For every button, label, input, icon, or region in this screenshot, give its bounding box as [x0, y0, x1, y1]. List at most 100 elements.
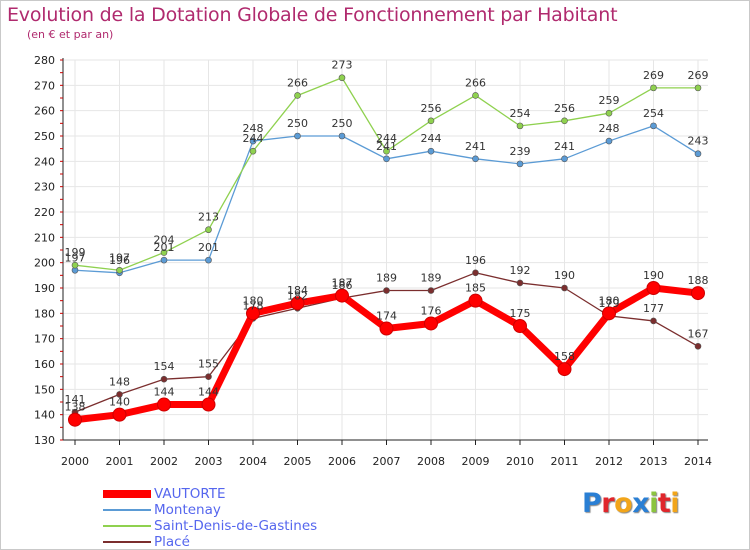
data-label-Saint-Denis-de-Gastines-2006: 273	[332, 59, 353, 72]
series-Placé	[71, 269, 702, 416]
point-Saint-Denis-de-Gastines-2011	[561, 117, 568, 125]
point-Placé-2003	[205, 373, 212, 380]
point-Montenay-2009	[472, 155, 479, 163]
y-tick-label-220: 220	[34, 206, 55, 219]
point-Saint-Denis-de-Gastines-2007	[383, 147, 390, 155]
point-VAUTORTE-2002	[157, 397, 171, 412]
data-label-Montenay-2005: 250	[287, 117, 308, 130]
point-VAUTORTE-2008	[424, 316, 438, 331]
data-label-Placé-2008: 189	[421, 272, 442, 285]
point-Montenay-2003	[205, 256, 212, 264]
data-label-Montenay-2007: 241	[376, 140, 397, 153]
data-label-VAUTORTE-2009: 185	[465, 282, 486, 295]
data-label-VAUTORTE-2012: 180	[599, 294, 620, 307]
y-tick-label-130: 130	[34, 434, 55, 447]
y-tick-label-230: 230	[34, 181, 55, 194]
y-tick-label-160: 160	[34, 358, 55, 371]
data-label-Saint-Denis-de-Gastines-2004: 244	[243, 132, 264, 145]
point-Saint-Denis-de-Gastines-2006	[338, 74, 346, 82]
data-label-Saint-Denis-de-Gastines-2002: 204	[154, 234, 175, 247]
data-label-VAUTORTE-2000: 138	[65, 401, 86, 414]
point-Montenay-2014	[694, 150, 702, 158]
data-label-Saint-Denis-de-Gastines-2010: 254	[510, 107, 531, 120]
data-label-Saint-Denis-de-Gastines-2005: 266	[287, 76, 308, 89]
y-tick-label-200: 200	[34, 257, 55, 270]
legend-swatch	[103, 490, 151, 498]
data-label-Montenay-2014: 243	[688, 135, 709, 148]
data-label-Placé-2010: 192	[510, 264, 531, 277]
point-Montenay-2008	[427, 147, 435, 155]
data-label-Montenay-2008: 244	[421, 132, 442, 145]
point-VAUTORTE-2000	[68, 412, 82, 427]
point-Saint-Denis-de-Gastines-2002	[160, 249, 168, 256]
data-label-Saint-Denis-de-Gastines-2012: 259	[599, 94, 620, 107]
logo-letter-i: i	[649, 488, 658, 519]
data-label-Montenay-2012: 248	[599, 122, 620, 135]
point-VAUTORTE-2005	[290, 296, 305, 311]
y-tick-label-260: 260	[34, 105, 55, 118]
point-Saint-Denis-de-Gastines-2012	[605, 109, 613, 117]
data-label-Placé-2005: 182	[287, 289, 308, 302]
data-label-VAUTORTE-2002: 144	[154, 386, 175, 399]
y-tick-label-190: 190	[34, 282, 55, 295]
logo-letter-x: x	[632, 488, 650, 519]
point-Placé-2014	[694, 342, 702, 350]
legend-swatch	[103, 541, 151, 543]
x-tick-label-2011: 2011	[551, 455, 579, 468]
point-Placé-2008	[427, 287, 435, 294]
y-tick-label-250: 250	[34, 130, 55, 143]
legend-label: Placé	[154, 534, 190, 550]
data-label-Placé-2001: 148	[109, 375, 130, 388]
point-Montenay-2011	[561, 155, 568, 163]
data-label-Montenay-2010: 239	[510, 145, 531, 158]
x-tick-label-2001: 2001	[106, 455, 134, 468]
point-Montenay-2007	[383, 155, 390, 163]
x-tick-label-2010: 2010	[506, 455, 534, 468]
data-label-VAUTORTE-2005: 184	[287, 284, 308, 297]
legend-label: Saint-Denis-de-Gastines	[154, 518, 318, 534]
data-label-Montenay-2013: 254	[643, 107, 664, 120]
data-label-Saint-Denis-de-Gastines-2001: 197	[109, 251, 130, 264]
legend-swatch	[103, 509, 151, 511]
y-tick-label-270: 270	[34, 79, 55, 92]
point-Saint-Denis-de-Gastines-2005	[294, 92, 301, 99]
point-Montenay-2004	[249, 137, 257, 145]
point-VAUTORTE-2003	[201, 397, 216, 412]
point-Saint-Denis-de-Gastines-2013	[650, 84, 657, 92]
point-Saint-Denis-de-Gastines-2000	[71, 261, 79, 269]
data-label-Placé-2003: 155	[198, 358, 219, 371]
x-tick-label-2005: 2005	[284, 455, 312, 468]
x-tick-label-2002: 2002	[150, 455, 178, 468]
data-label-VAUTORTE-2011: 158	[554, 350, 575, 363]
point-Montenay-2010	[516, 160, 524, 168]
data-label-VAUTORTE-2010: 175	[510, 307, 531, 320]
data-label-Placé-2004: 178	[243, 299, 264, 312]
x-tick-label-2009: 2009	[462, 455, 490, 468]
data-label-VAUTORTE-2014: 188	[688, 274, 709, 287]
point-Placé-2002	[160, 375, 168, 383]
point-Placé-2013	[650, 317, 657, 325]
data-label-VAUTORTE-2006: 187	[332, 277, 353, 290]
data-label-Saint-Denis-de-Gastines-2014: 269	[688, 69, 709, 82]
point-VAUTORTE-2004	[246, 306, 260, 321]
point-Montenay-2013	[650, 122, 657, 130]
data-label-Saint-Denis-de-Gastines-2013: 269	[643, 69, 664, 82]
series-VAUTORTE	[68, 281, 705, 427]
logo-letter-p: P	[582, 488, 602, 519]
data-label-VAUTORTE-2007: 174	[376, 310, 397, 323]
data-label-Saint-Denis-de-Gastines-2003: 213	[198, 211, 219, 224]
data-label-Saint-Denis-de-Gastines-2007: 244	[376, 132, 397, 145]
logo-letter-t: t	[657, 488, 671, 519]
x-tick-label-2014: 2014	[684, 455, 712, 468]
data-label-Placé-2006: 186	[332, 279, 353, 292]
data-label-Montenay-2000: 197	[65, 251, 86, 264]
point-VAUTORTE-2006	[335, 288, 349, 303]
y-tick-label-150: 150	[34, 383, 55, 396]
proxiti-logo: Proxiti	[582, 488, 680, 519]
point-Placé-2009	[472, 269, 479, 277]
data-label-Saint-Denis-de-Gastines-2011: 256	[554, 102, 575, 115]
data-label-Montenay-2002: 201	[154, 241, 175, 254]
logo-letter-r: r	[601, 488, 615, 519]
